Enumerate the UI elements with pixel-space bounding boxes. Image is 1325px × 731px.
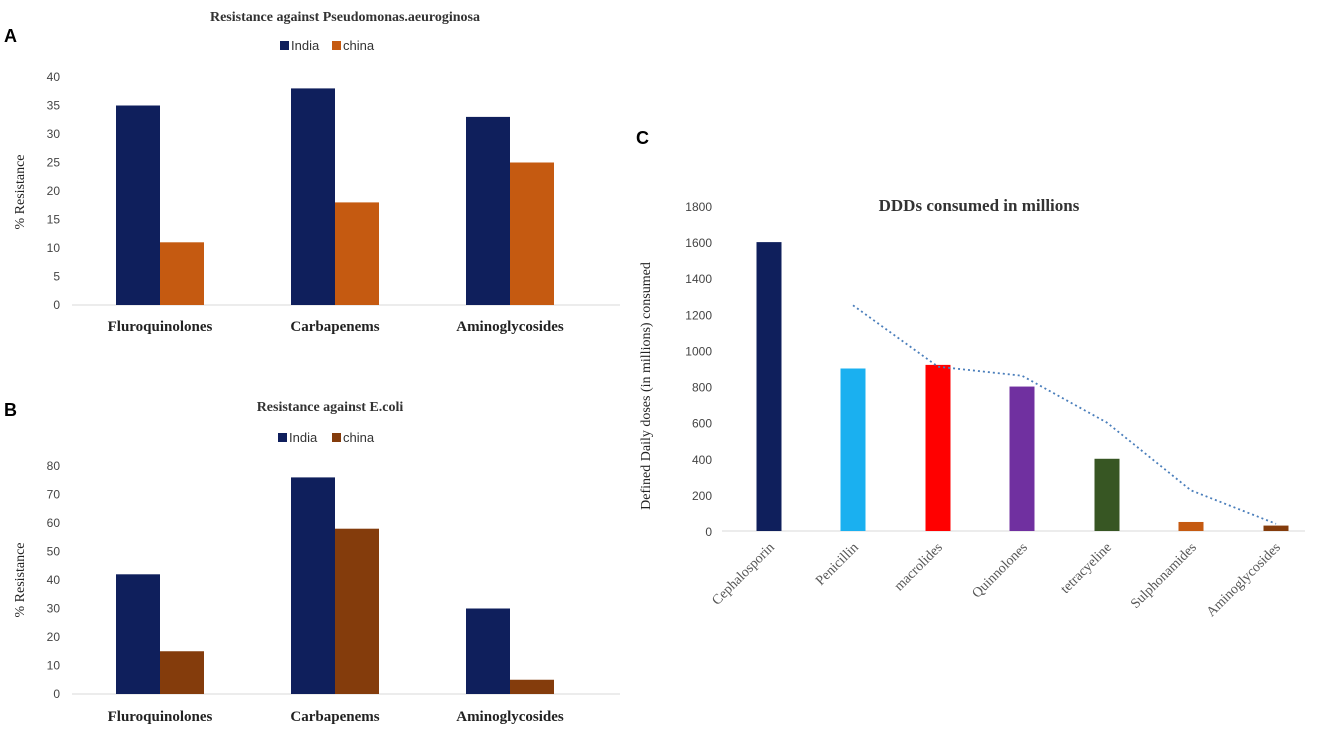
chart-c-trendline xyxy=(852,304,1277,525)
chart-a-legend: India china xyxy=(280,38,375,53)
chart-a-pseudomonas: Resistance against Pseudomonas.aeurogino… xyxy=(13,10,620,335)
chart-a-y-ticks: 0 5 10 15 20 25 30 35 40 xyxy=(47,70,61,312)
bar-macrolides xyxy=(925,364,951,531)
chart-c-y-ticks: 0 200 400 600 800 1000 1200 1400 1600 1800 xyxy=(685,200,712,539)
category-label: Penicillin xyxy=(813,540,862,589)
legend-swatch-china xyxy=(332,433,341,442)
category-label: Aminoglycosides xyxy=(456,709,564,725)
chart-c-ddd: DDDs consumed in millions Defined Daily … xyxy=(639,196,1305,620)
panel-label-a: A xyxy=(4,26,17,46)
category-label: Carbapenems xyxy=(290,319,379,335)
y-tick-label: 0 xyxy=(705,525,712,539)
chart-b-title: Resistance against E.coli xyxy=(257,400,404,415)
category-label: Aminoglycosides xyxy=(456,319,564,335)
y-tick-label: 35 xyxy=(47,99,61,113)
chart-b-y-axis-label: % Resistance xyxy=(13,542,28,617)
category-label: Sulphonamides xyxy=(1128,540,1200,612)
y-tick-label: 1600 xyxy=(685,236,712,250)
category-label: macrolides xyxy=(892,540,946,594)
legend-label-china: china xyxy=(343,38,375,53)
y-tick-label: 20 xyxy=(47,184,61,198)
bar-india-aminoglycosides xyxy=(466,608,510,694)
y-tick-label: 0 xyxy=(53,687,60,701)
legend-label-india: India xyxy=(289,430,318,445)
chart-b-ecoli: Resistance against E.coli India china % … xyxy=(13,400,620,725)
y-tick-label: 80 xyxy=(47,459,61,473)
chart-a-bars xyxy=(116,88,554,306)
y-tick-label: 20 xyxy=(47,630,61,644)
bar-cephalosporin xyxy=(756,242,782,531)
legend-label-china: china xyxy=(343,430,375,445)
chart-c-y-axis-label: Defined Daily doses (in millions) consum… xyxy=(639,262,654,510)
y-tick-label: 1800 xyxy=(685,200,712,214)
category-label: Aminoglycosides xyxy=(1204,540,1284,620)
y-tick-label: 10 xyxy=(47,241,61,255)
chart-c-categories: Cephalosporin Penicillin macrolides Quin… xyxy=(709,540,1283,620)
y-tick-label: 25 xyxy=(47,156,61,170)
chart-b-legend: India china xyxy=(278,430,375,445)
category-label: Cephalosporin xyxy=(709,540,777,608)
bar-penicillin xyxy=(840,368,866,531)
chart-b-bars xyxy=(116,477,554,694)
chart-a-y-axis-label: % Resistance xyxy=(13,154,28,229)
y-tick-label: 15 xyxy=(47,213,61,227)
bar-india-carbapenems xyxy=(291,477,335,694)
y-tick-label: 40 xyxy=(47,70,61,84)
bar-sulphonamides xyxy=(1178,521,1204,531)
bar-india-aminoglycosides xyxy=(466,116,510,306)
y-tick-label: 10 xyxy=(47,659,61,673)
bar-india-fluroquinolones xyxy=(116,105,160,305)
legend-swatch-india xyxy=(278,433,287,442)
bar-india-carbapenems xyxy=(291,88,335,306)
bar-quinnolones xyxy=(1009,386,1035,531)
y-tick-label: 60 xyxy=(47,516,61,530)
y-tick-label: 50 xyxy=(47,545,61,559)
bar-india-fluroquinolones xyxy=(116,574,160,694)
y-tick-label: 1000 xyxy=(685,344,712,358)
y-tick-label: 600 xyxy=(692,417,712,431)
y-tick-label: 1400 xyxy=(685,272,712,286)
y-tick-label: 1200 xyxy=(685,308,712,322)
y-tick-label: 0 xyxy=(53,298,60,312)
bar-china-carbapenems xyxy=(335,528,379,694)
y-tick-label: 5 xyxy=(53,270,60,284)
bar-china-aminoglycosides xyxy=(510,162,554,305)
category-label: Fluroquinolones xyxy=(108,709,213,725)
chart-b-y-ticks: 0 10 20 30 40 50 60 70 80 xyxy=(47,459,61,701)
bar-china-aminoglycosides xyxy=(510,679,554,694)
chart-a-categories: Fluroquinolones Carbapenems Aminoglycosi… xyxy=(108,319,564,335)
bar-tetracyeline xyxy=(1094,458,1120,531)
y-tick-label: 40 xyxy=(47,573,61,587)
category-label: Fluroquinolones xyxy=(108,319,213,335)
panel-label-b: B xyxy=(4,400,17,420)
category-label: Carbapenems xyxy=(290,709,379,725)
panel-label-c: C xyxy=(636,128,649,148)
y-tick-label: 70 xyxy=(47,488,61,502)
chart-c-title: DDDs consumed in millions xyxy=(879,196,1080,215)
bar-china-fluroquinolones xyxy=(160,242,204,305)
legend-label-india: India xyxy=(291,38,320,53)
y-tick-label: 400 xyxy=(692,453,712,467)
legend-swatch-india xyxy=(280,41,289,50)
y-tick-label: 30 xyxy=(47,602,61,616)
legend-swatch-china xyxy=(332,41,341,50)
category-label: tetracyeline xyxy=(1058,540,1115,597)
y-tick-label: 800 xyxy=(692,381,712,395)
y-tick-label: 30 xyxy=(47,127,61,141)
category-label: Quinnolones xyxy=(970,540,1031,601)
bar-china-fluroquinolones xyxy=(160,651,204,694)
chart-c-bars xyxy=(756,242,1289,531)
y-tick-label: 200 xyxy=(692,489,712,503)
bar-aminoglycosides xyxy=(1263,525,1289,531)
chart-a-title: Resistance against Pseudomonas.aeurogino… xyxy=(210,10,480,25)
bar-china-carbapenems xyxy=(335,202,379,305)
chart-b-categories: Fluroquinolones Carbapenems Aminoglycosi… xyxy=(108,709,564,725)
